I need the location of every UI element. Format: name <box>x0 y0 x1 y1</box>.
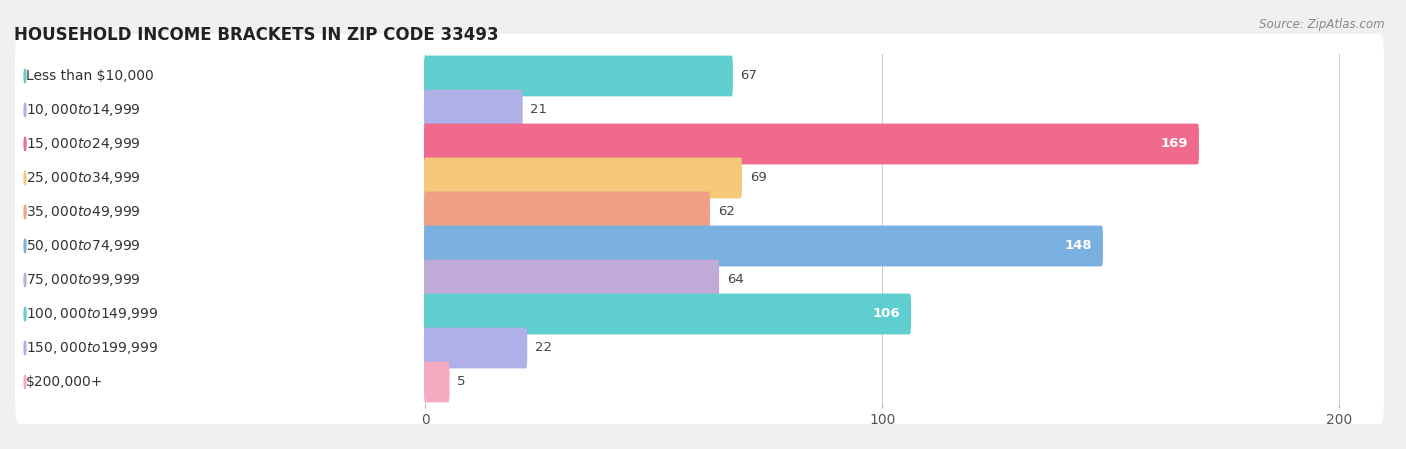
Circle shape <box>24 171 25 185</box>
FancyBboxPatch shape <box>21 222 404 270</box>
Text: 5: 5 <box>457 375 465 388</box>
Circle shape <box>24 273 25 287</box>
FancyBboxPatch shape <box>425 192 710 233</box>
Text: 62: 62 <box>718 206 735 219</box>
Text: Less than $10,000: Less than $10,000 <box>27 69 155 83</box>
FancyBboxPatch shape <box>15 170 1384 254</box>
Circle shape <box>24 103 25 117</box>
Text: $100,000 to $149,999: $100,000 to $149,999 <box>27 306 159 322</box>
Text: $50,000 to $74,999: $50,000 to $74,999 <box>27 238 141 254</box>
FancyBboxPatch shape <box>21 324 404 372</box>
FancyBboxPatch shape <box>15 238 1384 322</box>
Text: $15,000 to $24,999: $15,000 to $24,999 <box>27 136 141 152</box>
FancyBboxPatch shape <box>21 188 404 236</box>
Text: 106: 106 <box>873 308 901 321</box>
FancyBboxPatch shape <box>21 120 404 168</box>
Text: $200,000+: $200,000+ <box>27 375 104 389</box>
FancyBboxPatch shape <box>425 123 1199 164</box>
FancyBboxPatch shape <box>425 225 1102 266</box>
FancyBboxPatch shape <box>425 361 450 402</box>
FancyBboxPatch shape <box>15 136 1384 220</box>
Circle shape <box>24 69 25 83</box>
Text: $10,000 to $14,999: $10,000 to $14,999 <box>27 102 141 118</box>
Text: Source: ZipAtlas.com: Source: ZipAtlas.com <box>1260 18 1385 31</box>
Text: 169: 169 <box>1161 137 1188 150</box>
Text: 69: 69 <box>749 172 766 185</box>
FancyBboxPatch shape <box>15 306 1384 390</box>
FancyBboxPatch shape <box>15 204 1384 288</box>
Text: HOUSEHOLD INCOME BRACKETS IN ZIP CODE 33493: HOUSEHOLD INCOME BRACKETS IN ZIP CODE 33… <box>14 26 499 44</box>
FancyBboxPatch shape <box>21 52 404 100</box>
Text: $25,000 to $34,999: $25,000 to $34,999 <box>27 170 141 186</box>
FancyBboxPatch shape <box>15 102 1384 186</box>
FancyBboxPatch shape <box>21 358 404 406</box>
Text: 67: 67 <box>741 70 758 83</box>
FancyBboxPatch shape <box>425 158 742 198</box>
Circle shape <box>24 307 25 321</box>
FancyBboxPatch shape <box>21 256 404 304</box>
Text: 148: 148 <box>1064 239 1092 252</box>
FancyBboxPatch shape <box>15 272 1384 356</box>
Text: 21: 21 <box>530 103 547 116</box>
Text: $150,000 to $199,999: $150,000 to $199,999 <box>27 340 159 356</box>
FancyBboxPatch shape <box>15 340 1384 424</box>
Circle shape <box>24 341 25 355</box>
Circle shape <box>24 239 25 253</box>
Text: 64: 64 <box>727 273 744 286</box>
FancyBboxPatch shape <box>425 294 911 335</box>
FancyBboxPatch shape <box>425 56 733 97</box>
FancyBboxPatch shape <box>15 34 1384 118</box>
FancyBboxPatch shape <box>425 90 523 130</box>
FancyBboxPatch shape <box>21 86 404 134</box>
FancyBboxPatch shape <box>425 328 527 368</box>
FancyBboxPatch shape <box>425 260 718 300</box>
Circle shape <box>24 375 25 389</box>
Text: $35,000 to $49,999: $35,000 to $49,999 <box>27 204 141 220</box>
Text: $75,000 to $99,999: $75,000 to $99,999 <box>27 272 141 288</box>
FancyBboxPatch shape <box>15 68 1384 152</box>
Circle shape <box>24 205 25 219</box>
Circle shape <box>24 137 25 151</box>
FancyBboxPatch shape <box>21 154 404 202</box>
FancyBboxPatch shape <box>21 290 404 338</box>
Text: 22: 22 <box>536 342 553 355</box>
